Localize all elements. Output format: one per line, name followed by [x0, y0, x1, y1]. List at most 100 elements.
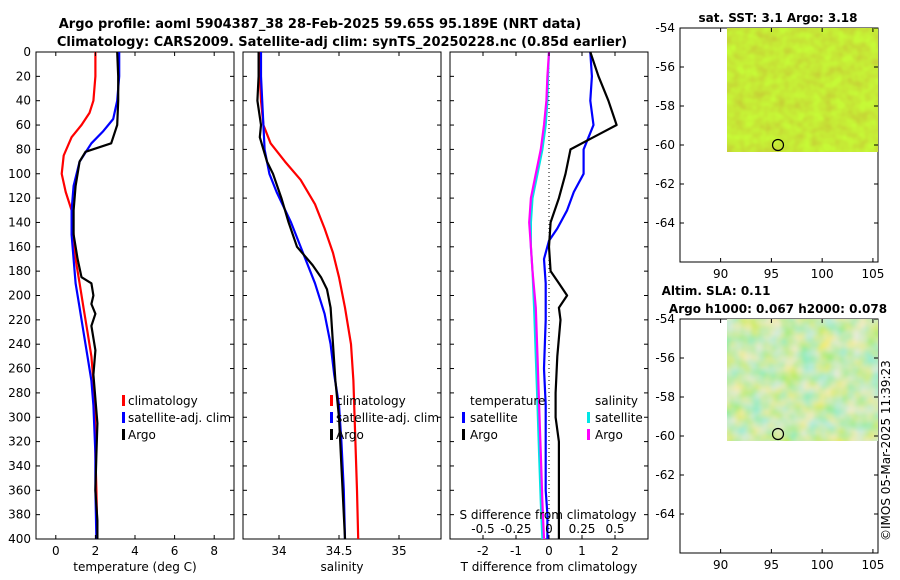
- lon-tick-label: 105: [861, 558, 884, 572]
- legend-label-t-satellite: satellite: [470, 411, 518, 425]
- depth-tick-label: 0: [23, 45, 31, 59]
- depth-tick-label: 40: [16, 94, 31, 108]
- legend-label-argo: Argo: [128, 428, 156, 442]
- x-tick-label: 6: [171, 544, 179, 558]
- depth-tick-label: 260: [8, 362, 31, 376]
- salinity-panel: 34 34.5 35 salinity: [242, 51, 442, 574]
- depth-tick-label: 200: [8, 289, 31, 303]
- depth-tick-label: 380: [8, 508, 31, 522]
- lon-tick-label: 100: [811, 558, 834, 572]
- legend2-label-argo: Argo: [336, 428, 364, 442]
- legend-swatch-s-argo: [587, 429, 590, 440]
- depth-tick-label: 300: [8, 410, 31, 424]
- lat-tick-label: -58: [655, 99, 675, 113]
- x-tick-label: 1: [578, 544, 586, 558]
- depth-tick-label: 220: [8, 313, 31, 327]
- legend-swatch-climatology: [122, 395, 125, 406]
- lon-tick-label: 105: [861, 267, 884, 281]
- legend-swatch-t-argo: [462, 429, 465, 440]
- depth-tick-label: 340: [8, 459, 31, 473]
- legend-swatch-argo: [122, 429, 125, 440]
- sst-map-title: sat. SST: 3.1 Argo: 3.18: [698, 11, 857, 25]
- temperature-panel: 0 2 4 6 8 temperature (deg C): [35, 51, 235, 574]
- s-diff-tick-label: 0.25: [569, 522, 596, 536]
- series-line-temperature-argo: [547, 51, 618, 539]
- depth-tick-label: 280: [8, 386, 31, 400]
- legend2-swatch-satellite: [330, 412, 333, 423]
- legend-swatch-satellite: [122, 412, 125, 423]
- legend-label-satellite: satellite-adj. clim: [128, 411, 231, 425]
- lat-tick-label: -62: [655, 468, 675, 482]
- s-diff-tick-label: -0.25: [500, 522, 531, 536]
- salinity-xlabel: salinity: [320, 560, 363, 574]
- imos-watermark: ©IMOS 05-Mar-2025 11:39:23: [879, 360, 893, 541]
- legend2-swatch-climatology: [330, 395, 333, 406]
- depth-tick-label: 100: [8, 167, 31, 181]
- legend-label-t-argo: Argo: [470, 428, 498, 442]
- x-tick-label: -2: [477, 544, 489, 558]
- depth-tick-label: 160: [8, 240, 31, 254]
- x-tick-label: 0: [545, 544, 553, 558]
- legend2-label-satellite: satellite-adj. clim: [336, 411, 439, 425]
- lon-tick-label: 100: [811, 267, 834, 281]
- depth-tick-label: 140: [8, 215, 31, 229]
- s-diff-tick-label: -0.5: [471, 522, 494, 536]
- temperature-xlabel: temperature (deg C): [73, 560, 196, 574]
- x-tick-label: 2: [611, 544, 619, 558]
- legend-label-s-argo: Argo: [595, 428, 623, 442]
- lat-tick-label: -62: [655, 177, 675, 191]
- sla-argo-location-marker: [771, 427, 785, 441]
- series-line-satellite-adj-clim: [70, 52, 121, 540]
- sla-map-title-line1: Altim. SLA: 0.11: [662, 284, 771, 298]
- sst-map-panel: sat. SST: 3.1 Argo: 3.18 -54 -56 -58 -60 -62…: [655, 11, 884, 281]
- legend2-label-climatology: climatology: [336, 394, 406, 408]
- sla-field-texture: [727, 319, 878, 441]
- lon-tick-label: 90: [713, 267, 728, 281]
- s-diff-tick-label: 0: [545, 522, 553, 536]
- sla-map-title-line2: Argo h1000: 0.067 h2000: 0.078: [669, 302, 887, 316]
- series-line-salinity-argo: [528, 51, 551, 540]
- t-difference-xlabel: T difference from climatology: [460, 560, 638, 574]
- difference-axes-box: [449, 51, 649, 540]
- series-line-argo: [72, 51, 120, 539]
- figure-title-line2: Climatology: CARS2009. Satellite-adj cli…: [57, 35, 627, 50]
- depth-tick-label: 120: [8, 191, 31, 205]
- legend-label-climatology: climatology: [128, 394, 198, 408]
- lat-tick-label: -56: [655, 60, 675, 74]
- sst-argo-location-marker: [771, 138, 785, 152]
- x-tick-label: 0: [52, 544, 60, 558]
- lon-tick-label: 90: [713, 558, 728, 572]
- difference-panel: -2 -1 0 1 2 -0.5 -0.25 0 0.25 0.5 S difference f…: [449, 51, 649, 574]
- depth-tick-label: 400: [8, 532, 31, 546]
- s-diff-tick-label: 0.5: [605, 522, 624, 536]
- temperature-axes-box: [35, 51, 235, 540]
- sla-map-panel: Altim. SLA: 0.11 Argo h1000: 0.067 h2000…: [655, 284, 887, 572]
- lat-tick-label: -64: [655, 216, 675, 230]
- legend-swatch-t-satellite: [462, 412, 465, 423]
- legend-heading-salinity: salinity: [595, 394, 638, 408]
- s-difference-label: S difference from climatology: [460, 508, 637, 522]
- legend-heading-temperature: temperature: [470, 394, 545, 408]
- difference-legend: temperature satellite Argo salinity sate…: [462, 394, 643, 442]
- lat-tick-label: -54: [655, 21, 675, 35]
- depth-tick-label: 20: [16, 69, 31, 83]
- x-tick-label: 8: [210, 544, 218, 558]
- depth-tick-label: 180: [8, 264, 31, 278]
- x-tick-label: 2: [92, 544, 100, 558]
- series-line-argo: [256, 52, 347, 540]
- lat-tick-label: -56: [655, 351, 675, 365]
- profile-legend: climatology satellite-adj. clim Argo cli…: [122, 394, 439, 442]
- depth-tick-label: 360: [8, 483, 31, 497]
- depth-axis: 0 20 40 60 80 100 120 140 160 180 200 220 240 260 280 3…: [8, 45, 648, 546]
- x-tick-label: 35: [391, 544, 406, 558]
- figure-title-line1: Argo profile: aoml 5904387_38 28-Feb-202…: [59, 17, 581, 32]
- lat-tick-label: -64: [655, 507, 675, 521]
- lat-tick-label: -60: [655, 429, 675, 443]
- legend-label-s-satellite: satellite: [595, 411, 643, 425]
- lat-tick-label: -54: [655, 312, 675, 326]
- x-tick-label: -1: [510, 544, 522, 558]
- depth-tick-label: 80: [16, 142, 31, 156]
- x-tick-label: 34: [271, 544, 286, 558]
- depth-tick-label: 60: [16, 118, 31, 132]
